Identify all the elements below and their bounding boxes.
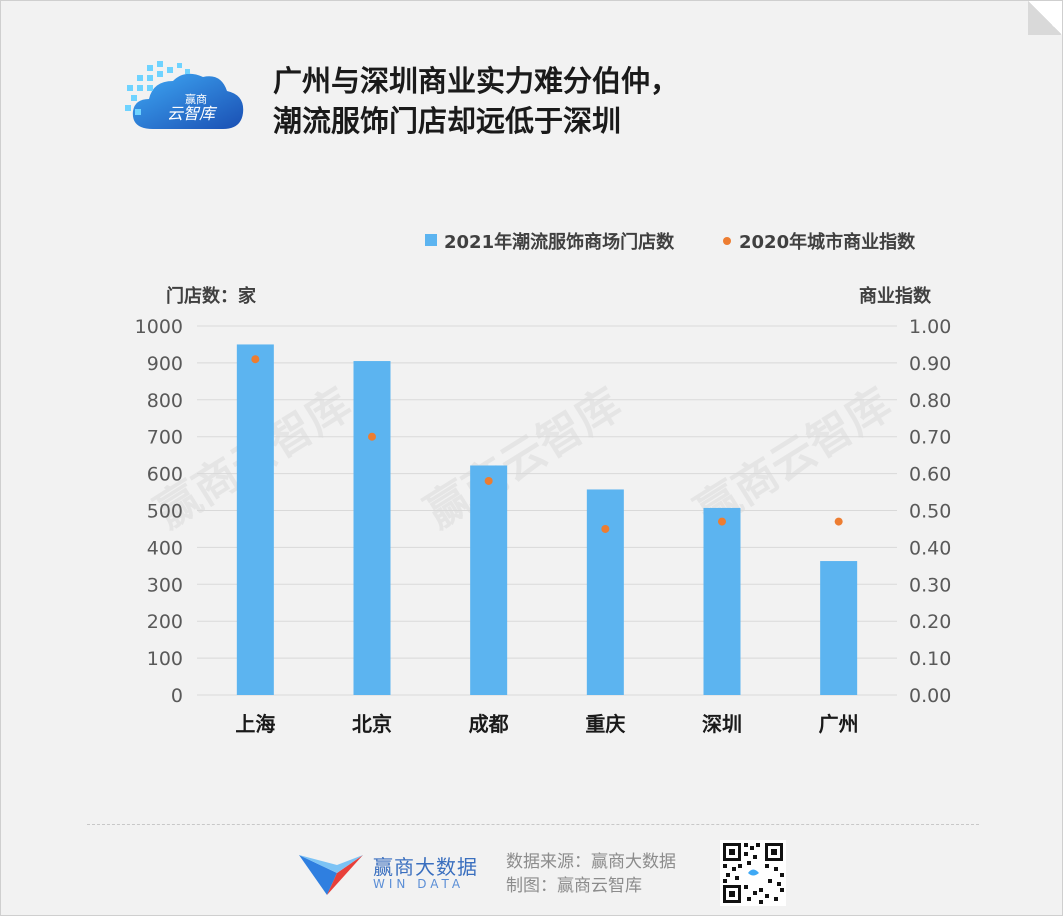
title-line-1: 广州与深圳商业实力难分伯仲， xyxy=(273,64,680,98)
y-right-tick-label: 0.20 xyxy=(909,611,951,633)
svg-text:云智库: 云智库 xyxy=(167,104,218,123)
bar xyxy=(703,507,741,695)
qr-code-icon xyxy=(720,840,786,906)
x-category-label: 上海 xyxy=(235,712,275,736)
y-left-tick-label: 400 xyxy=(147,537,183,559)
y-left-tick-label: 600 xyxy=(147,464,183,486)
data-point xyxy=(834,517,843,526)
data-point xyxy=(368,432,376,441)
x-category-label: 广州 xyxy=(819,712,859,736)
y-left-tick-label: 900 xyxy=(147,353,183,375)
brand-name-en: WIN DATA xyxy=(373,877,465,891)
y-right-tick-label: 0.90 xyxy=(909,353,951,375)
y-right-tick-label: 0.00 xyxy=(909,685,951,707)
footer-divider xyxy=(87,824,979,825)
y-left-tick-label: 700 xyxy=(147,427,183,449)
bar xyxy=(586,489,624,695)
y-right-tick-label: 0.80 xyxy=(909,390,951,412)
y-right-tick-label: 0.70 xyxy=(909,427,951,449)
x-category-label: 北京 xyxy=(352,712,392,736)
data-point xyxy=(601,524,610,533)
cloud-logo-icon: 赢商 云智库 xyxy=(125,61,244,129)
y-right-tick-label: 1.00 xyxy=(909,316,951,338)
combo-chart: 赢商云智库赢商云智库赢商云智库0100200300400500600700800… xyxy=(135,231,952,736)
bar xyxy=(353,361,391,695)
y-left-tick-label: 1000 xyxy=(135,316,183,338)
y-left-tick-label: 300 xyxy=(147,574,183,596)
legend-dot-label: 2020年城市商业指数 xyxy=(739,231,916,253)
y-left-tick-label: 500 xyxy=(147,501,183,523)
y-right-tick-label: 0.60 xyxy=(909,464,951,486)
data-point xyxy=(484,476,493,485)
win-data-logo-icon xyxy=(299,855,363,895)
y-right-tick-label: 0.40 xyxy=(909,537,951,559)
bar xyxy=(470,465,508,695)
title-line-2: 潮流服饰门店却远低于深圳 xyxy=(273,104,622,138)
bar xyxy=(236,344,274,695)
bar xyxy=(820,561,858,695)
y-left-axis-label: 门店数：家 xyxy=(166,285,257,307)
data-point xyxy=(251,355,260,364)
x-category-label: 重庆 xyxy=(585,712,625,736)
legend-bar-label: 2021年潮流服饰商场门店数 xyxy=(444,231,675,253)
source-note: 数据来源：赢商大数据 制图：赢商云智库 xyxy=(506,850,676,898)
page-corner-fold xyxy=(1028,1,1062,35)
legend-bar-swatch xyxy=(425,234,437,246)
x-category-label: 深圳 xyxy=(702,712,742,736)
y-left-tick-label: 800 xyxy=(147,390,183,412)
credit-line: 制图：赢商云智库 xyxy=(506,876,642,896)
y-left-tick-label: 100 xyxy=(147,648,183,670)
y-left-tick-label: 0 xyxy=(171,685,183,707)
y-right-tick-label: 0.50 xyxy=(909,501,951,523)
source-line: 数据来源：赢商大数据 xyxy=(506,852,676,872)
y-right-tick-label: 0.10 xyxy=(909,648,951,670)
svg-text:赢商: 赢商 xyxy=(185,92,207,106)
brand-name-cn: 赢商大数据 xyxy=(373,855,478,879)
x-category-label: 成都 xyxy=(469,712,509,736)
data-point xyxy=(718,517,726,526)
y-right-tick-label: 0.30 xyxy=(909,574,951,596)
y-left-tick-label: 200 xyxy=(147,611,183,633)
legend-dot-swatch xyxy=(723,237,731,245)
y-right-axis-label: 商业指数 xyxy=(859,285,932,307)
page-title: 广州与深圳商业实力难分伯仲， 潮流服饰门店却远低于深圳 xyxy=(273,61,679,141)
